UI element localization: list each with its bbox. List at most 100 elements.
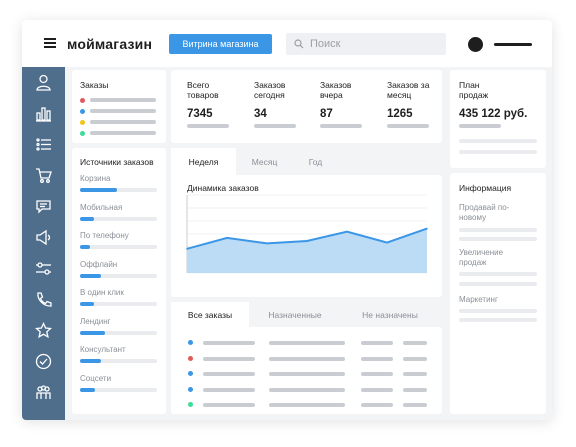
- sidebar: [22, 67, 65, 420]
- info-item[interactable]: Маркетинг: [459, 295, 498, 304]
- search-icon: [294, 39, 304, 49]
- status-dot: [80, 120, 85, 125]
- star-icon[interactable]: [34, 321, 53, 340]
- stat-value: 34: [254, 108, 267, 120]
- data-point: [346, 230, 348, 233]
- chat-icon[interactable]: [34, 197, 53, 216]
- status-dot: [188, 402, 193, 407]
- stat-title: Заказов за месяц: [387, 80, 430, 100]
- cell-placeholder: [361, 403, 393, 407]
- info-line: [459, 282, 537, 286]
- tab-assigned[interactable]: Назначенные: [268, 309, 322, 320]
- status-dot: [188, 355, 193, 361]
- source-progress: [80, 273, 157, 278]
- data-point: [226, 237, 228, 239]
- cell-placeholder: [269, 341, 345, 345]
- top-bar: моймагазин Витрина магазина: [22, 20, 552, 67]
- cart-icon[interactable]: [34, 166, 53, 185]
- search-box[interactable]: [286, 33, 446, 55]
- table-row[interactable]: [171, 339, 442, 347]
- status-dot: [80, 131, 85, 136]
- avatar[interactable]: [468, 37, 483, 52]
- cell-placeholder: [269, 372, 345, 376]
- tab-unassigned[interactable]: Не назначены: [362, 309, 418, 320]
- source-progress: [80, 387, 157, 392]
- data-point: [426, 227, 428, 230]
- data-point: [306, 240, 308, 242]
- user-icon[interactable]: [34, 73, 53, 92]
- source-progress: [80, 359, 157, 363]
- stats-card: Всего товаров 7345 Заказов сегодня 34 За…: [171, 70, 442, 143]
- info-item[interactable]: Увеличение продаж: [459, 248, 504, 267]
- status-dot: [80, 109, 85, 114]
- table-row[interactable]: [171, 401, 442, 409]
- table-row[interactable]: [171, 370, 442, 378]
- source-progress: [80, 216, 157, 221]
- bar-chart-icon[interactable]: [34, 104, 53, 123]
- source-label: Соцсети: [80, 373, 112, 383]
- cell-placeholder: [203, 341, 255, 345]
- people-icon[interactable]: [34, 383, 53, 402]
- source-progress-fill: [80, 245, 90, 249]
- orders-chart-card: Динамика заказов: [171, 175, 442, 297]
- source-progress: [80, 188, 157, 192]
- user-name-placeholder[interactable]: [494, 43, 532, 46]
- plan-line: [459, 139, 537, 143]
- cell-placeholder: [269, 403, 345, 407]
- cell-placeholder: [203, 356, 255, 361]
- info-line: [459, 237, 537, 241]
- orders-area-chart: [186, 194, 428, 274]
- cell-placeholder: [203, 403, 255, 407]
- cell-placeholder: [269, 387, 345, 392]
- table-row[interactable]: [171, 355, 442, 363]
- check-circle-icon[interactable]: [34, 352, 53, 371]
- cell-placeholder: [361, 372, 393, 376]
- info-item[interactable]: Продавай по-новому: [459, 203, 510, 222]
- info-line: [459, 272, 537, 276]
- cell-placeholder: [361, 387, 393, 392]
- stat-bar: [254, 124, 296, 128]
- cell-placeholder: [403, 403, 427, 407]
- source-progress-fill: [80, 359, 101, 363]
- sliders-icon[interactable]: [34, 259, 53, 278]
- menu-icon[interactable]: [44, 38, 56, 48]
- info-line: [459, 228, 537, 232]
- status-dot: [188, 371, 193, 376]
- store-front-button[interactable]: Витрина магазина: [169, 34, 272, 54]
- source-progress-fill: [80, 216, 94, 221]
- info-line: [459, 318, 537, 322]
- megaphone-icon[interactable]: [34, 228, 53, 247]
- source-label: Мобильная: [80, 202, 123, 212]
- stat-bar: [320, 124, 362, 128]
- status-dot: [188, 340, 193, 345]
- source-progress-fill: [80, 302, 94, 306]
- source-progress: [80, 302, 157, 306]
- orders-line: [90, 131, 156, 135]
- orders-line: [90, 98, 156, 102]
- list-icon[interactable]: [34, 135, 53, 154]
- phone-icon[interactable]: [34, 290, 53, 309]
- source-label: Корзина: [80, 174, 111, 183]
- source-label: В один клик: [80, 288, 124, 297]
- plan-line: [459, 150, 537, 154]
- logo[interactable]: моймагазин: [67, 36, 153, 52]
- tab-all-orders[interactable]: Все заказы: [171, 302, 249, 327]
- tab-year[interactable]: Год: [308, 156, 323, 167]
- cell-placeholder: [403, 372, 427, 376]
- series-area: [187, 228, 427, 273]
- cell-placeholder: [403, 341, 427, 345]
- source-label: По телефону: [80, 231, 129, 240]
- search-input[interactable]: [310, 38, 430, 50]
- stat-value: 1265: [387, 108, 413, 120]
- table-row[interactable]: [171, 386, 442, 394]
- tab-week[interactable]: Неделя: [171, 148, 236, 175]
- orders-card: Заказы: [72, 70, 166, 143]
- source-label: Оффлайн: [80, 259, 118, 269]
- data-point: [186, 248, 188, 250]
- cell-placeholder: [269, 356, 345, 361]
- source-label: Лендинг: [80, 316, 111, 326]
- cell-placeholder: [361, 356, 393, 361]
- orders-line: [90, 109, 156, 113]
- status-dot: [80, 98, 85, 103]
- tab-month[interactable]: Месяц: [251, 156, 278, 167]
